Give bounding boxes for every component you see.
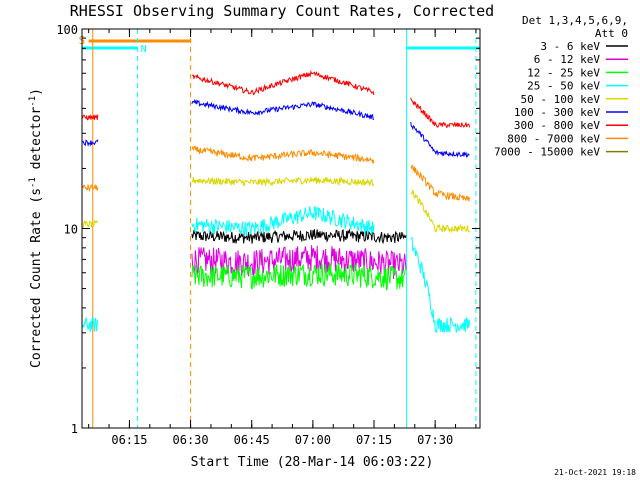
- series-2: [191, 263, 407, 291]
- legend-label-5: 100 - 300 keV: [514, 106, 600, 119]
- legend-label-6: 300 - 800 keV: [514, 119, 600, 132]
- series-7-segment-3: [410, 164, 470, 202]
- y-tick-label: 1: [71, 422, 78, 436]
- y-axis-label: Corrected Count Rate (s-1 detector-1): [28, 88, 44, 368]
- legend-label-7: 800 - 7000 keV: [507, 132, 600, 145]
- y-axis-label-end: ): [29, 88, 44, 96]
- series-4-segment-1: [82, 219, 98, 229]
- series-7: [82, 145, 470, 202]
- x-tick-label: 07:30: [417, 433, 453, 447]
- series-5-segment-3: [410, 122, 470, 158]
- plot-area: SN: [79, 29, 480, 428]
- legend-header-line1: Det 1,3,4,5,6,9,: [522, 14, 628, 27]
- y-axis-label-sup2: -1: [28, 96, 38, 107]
- series-3: [82, 205, 470, 333]
- legend-label-2: 12 - 25 keV: [527, 66, 600, 79]
- legend-label-4: 50 - 100 keV: [521, 93, 601, 106]
- x-tick-label: 06:15: [111, 433, 147, 447]
- series-6-segment-2: [191, 69, 375, 96]
- series-4-segment-3: [410, 189, 470, 234]
- x-tick-label: 07:00: [295, 433, 331, 447]
- series-0-segment-1: [191, 228, 407, 245]
- series-5-segment-2: [191, 98, 375, 121]
- legend-label-3: 25 - 50 keV: [527, 80, 600, 93]
- x-tick-label: 06:45: [234, 433, 270, 447]
- legend-header-line2: Att 0: [595, 27, 628, 40]
- series-5: [82, 98, 470, 158]
- series-7-segment-1: [82, 184, 99, 193]
- series-5-segment-1: [82, 139, 99, 147]
- series-4-segment-2: [191, 176, 375, 187]
- series-6-segment-1: [82, 113, 99, 121]
- legend-label-1: 6 - 12 keV: [534, 53, 601, 66]
- series-6: [82, 69, 470, 129]
- series-2-segment-1: [191, 263, 407, 291]
- y-tick-label: 10: [64, 223, 78, 237]
- legend-label-8: 7000 - 15000 keV: [494, 146, 600, 159]
- chart-title: RHESSI Observing Summary Count Rates, Co…: [70, 2, 494, 20]
- axes: 06:15 06:30 06:45 07:00 07:15 07:30 1 10 100: [56, 23, 480, 447]
- series-6-segment-3: [410, 97, 470, 129]
- x-tick-label: 06:30: [173, 433, 209, 447]
- series-3-segment-2: [191, 205, 375, 237]
- footer-date: 21-Oct-2021 19:18: [554, 468, 636, 477]
- y-axis-label-sup1: -1: [28, 177, 38, 188]
- series-0: [191, 228, 407, 245]
- series-3-segment-1: [82, 316, 99, 333]
- x-tick-label: 07:15: [356, 433, 392, 447]
- legend-label-0: 3 - 6 keV: [540, 40, 600, 53]
- y-tick-label: 100: [56, 23, 78, 37]
- y-axis-label-main: Corrected Count Rate (s: [29, 188, 44, 368]
- series-7-segment-2: [191, 145, 375, 164]
- night-label: N: [141, 44, 147, 55]
- x-axis-label: Start Time (28-Mar-14 06:03:22): [191, 455, 434, 470]
- y-axis-label-mid: detector: [29, 107, 44, 178]
- series-3-segment-3: [410, 237, 470, 333]
- series-4: [82, 176, 470, 234]
